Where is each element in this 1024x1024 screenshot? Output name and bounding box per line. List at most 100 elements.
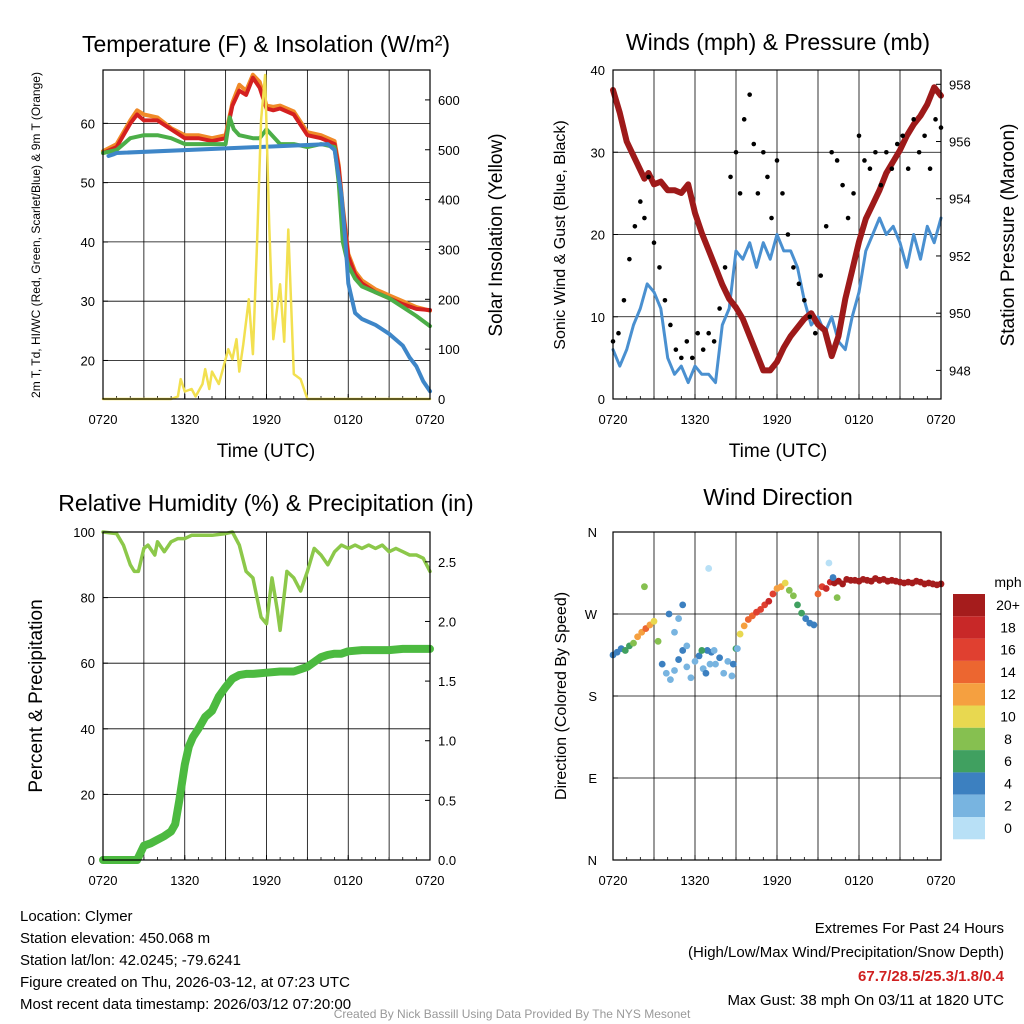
gust-point — [642, 215, 647, 221]
gust-point — [791, 265, 796, 270]
recent-data-text: Most recent data timestamp: 2026/03/12 0… — [20, 996, 352, 1013]
colorbar-swatch — [953, 750, 985, 773]
colorbar-label: 20+ — [996, 597, 1020, 613]
gust-point — [638, 199, 643, 204]
plot-border — [102, 69, 431, 400]
gust-point — [785, 232, 791, 237]
x-axis-label: Time (UTC) — [729, 441, 828, 462]
colorbar-swatch — [953, 638, 985, 661]
credit-text: Created By Nick Bassill Using Data Provi… — [333, 1007, 691, 1021]
extremes-values: 67.7/28.5/25.3/1.8/0.4 — [858, 968, 1004, 985]
wind-direction-point — [650, 617, 658, 625]
wind-direction-point — [634, 633, 641, 641]
x-tick-label: 0120 — [334, 412, 363, 427]
y-tick-label-left: N — [588, 525, 597, 540]
gust-point — [900, 133, 906, 139]
gust-point — [802, 298, 807, 303]
colorbar-label: 14 — [1000, 664, 1016, 680]
latlon-text: Station lat/lon: 42.0245; -79.6241 — [20, 952, 242, 969]
wind-direction-point — [679, 601, 687, 609]
gust-point — [856, 133, 862, 139]
x-tick-label: 1320 — [681, 873, 710, 888]
gust-point — [765, 174, 770, 180]
x-tick-label: 0720 — [89, 412, 118, 427]
gust-point — [662, 298, 668, 303]
y-tick-label-left: E — [588, 771, 597, 786]
y-tick-label-right: 0 — [438, 392, 445, 407]
series-sonic-wind-line — [611, 216, 943, 385]
wind-direction-point — [695, 652, 703, 660]
y-tick-label-right: 2.5 — [438, 555, 456, 570]
colorbar-swatch — [953, 616, 985, 639]
colorbar-label: 8 — [1004, 731, 1012, 747]
colorbar-swatch — [953, 817, 985, 840]
gust-point — [916, 149, 922, 155]
y-axis-label-right: Solar Insolation (Yellow) — [486, 133, 507, 336]
wind-direction-point — [641, 583, 648, 591]
gust-point — [812, 330, 818, 336]
wind-direction-point — [658, 660, 666, 668]
y-tick-label-right: 200 — [438, 292, 460, 307]
y-tick-label-left: 0 — [598, 392, 605, 407]
wind-direction-point — [833, 594, 841, 601]
wind-direction-point — [724, 657, 732, 665]
wind-direction-point — [829, 574, 837, 581]
x-tick-label: 0120 — [845, 412, 874, 427]
chart-title: Temperature (F) & Insolation (W/m²) — [82, 31, 450, 57]
y-tick-label-left: 80 — [81, 591, 95, 606]
wind-direction-point — [671, 628, 678, 636]
y-tick-label-left: 50 — [81, 176, 95, 191]
y-tick-label-left: 40 — [591, 63, 605, 78]
gust-point — [679, 355, 684, 361]
wind-direction-point — [814, 590, 822, 598]
y-tick-label-left: S — [588, 689, 597, 704]
gust-point — [621, 298, 627, 303]
wind-direction-point — [679, 647, 687, 654]
x-tick-label: 1320 — [170, 873, 199, 888]
y-tick-label-left: 0 — [88, 853, 95, 868]
gust-point — [616, 330, 621, 336]
wind-direction-point — [691, 657, 699, 665]
wind-direction-point — [822, 585, 830, 592]
gust-point — [834, 158, 840, 163]
wind-direction-point — [781, 579, 789, 587]
x-tick-label: 0720 — [599, 873, 628, 888]
wind-direction-point — [765, 597, 773, 605]
wind-direction-point — [798, 609, 805, 617]
gust-point — [689, 355, 695, 361]
gust-point — [889, 166, 895, 171]
wind-direction-point — [716, 654, 723, 662]
colorbar-label: 2 — [1004, 798, 1012, 814]
wind-direction-point — [654, 637, 662, 645]
wind-direction-point — [785, 586, 793, 594]
series-rh-line — [101, 530, 432, 633]
wind-direction-point — [621, 647, 629, 654]
y-tick-label-left: 40 — [81, 235, 95, 250]
gust-point — [905, 166, 911, 171]
gust-point — [747, 92, 752, 97]
colorbar-label: 10 — [1000, 709, 1016, 725]
x-tick-label: 0720 — [927, 412, 956, 427]
wind-direction-point — [728, 672, 736, 680]
plot-border — [102, 531, 431, 861]
y-tick-label-left: 20 — [81, 787, 95, 802]
gust-point — [673, 347, 679, 352]
wind-direction-point — [675, 615, 682, 622]
gust-point — [706, 330, 711, 336]
y-tick-label-left: N — [588, 853, 597, 868]
max-gust-text: Max Gust: 38 mph On 03/11 at 1820 UTC — [727, 992, 1004, 1009]
extremes-panel: Extremes For Past 24 Hours (High/Low/Max… — [688, 917, 1004, 1013]
wind-direction-point — [710, 647, 718, 654]
colorbar-label: 6 — [1004, 753, 1012, 769]
wind-direction-point — [733, 645, 741, 653]
y-tick-label-right: 1.0 — [438, 734, 456, 749]
gust-point — [722, 265, 728, 270]
y-tick-label-left: 10 — [591, 310, 605, 325]
y-tick-label-right: 600 — [438, 93, 460, 108]
gust-point — [774, 158, 780, 163]
wind-direction-point — [740, 622, 748, 630]
y-tick-label-right: 954 — [949, 192, 971, 207]
wind-direction-point — [662, 669, 670, 677]
gust-point — [829, 149, 834, 155]
x-tick-label: 1920 — [252, 873, 281, 888]
